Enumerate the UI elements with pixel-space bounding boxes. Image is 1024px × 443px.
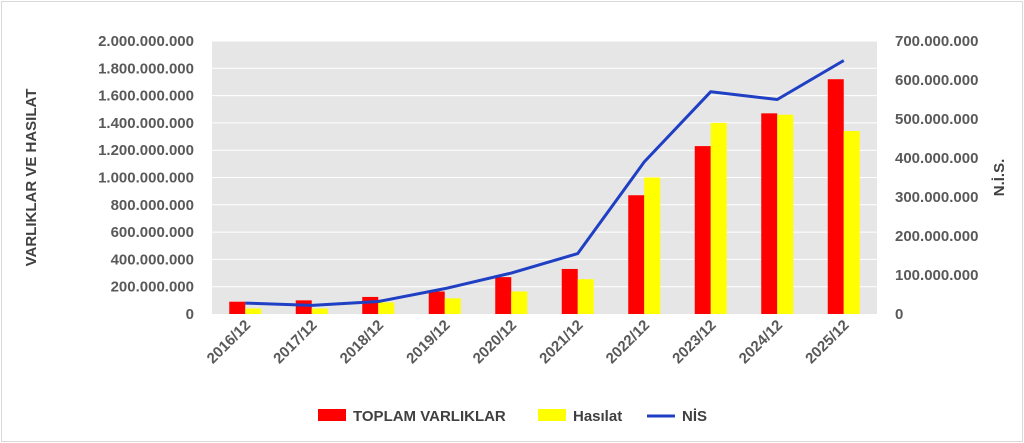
y2-tick-label: 500.000.000 — [895, 111, 978, 128]
y-tick-label: 400.000.000 — [111, 251, 194, 268]
bar-hasilat — [378, 302, 395, 314]
x-tick-label: 2025/12 — [802, 317, 852, 367]
y-axis-ticks: 0 200.000.000 400.000.000 600.000.000 800.00… — [98, 33, 194, 323]
bar-toplam-varliklar — [495, 277, 512, 314]
y2-axis-title: N.İ.S. — [991, 159, 1008, 197]
y-tick-label: 2.000.000.000 — [98, 33, 194, 50]
x-tick-label: 2016/12 — [204, 317, 254, 367]
x-tick-label: 2018/12 — [337, 317, 387, 367]
nis-line-layer — [245, 59, 845, 307]
y2-tick-label: 600.000.000 — [895, 72, 978, 89]
bar-toplam-varliklar — [827, 79, 844, 314]
y-tick-label: 1.600.000.000 — [98, 88, 194, 105]
x-tick-label: 2019/12 — [403, 317, 453, 367]
bar-hasilat — [644, 177, 661, 314]
x-tick-label: 2022/12 — [603, 317, 653, 367]
legend-label-nis: NİS — [682, 408, 707, 425]
y2-tick-label: 700.000.000 — [895, 33, 978, 50]
bar-hasilat — [777, 114, 794, 315]
bar-toplam-varliklar — [295, 300, 312, 314]
y-tick-label: 1.000.000.000 — [98, 170, 194, 187]
bar-toplam-varliklar — [229, 301, 246, 314]
y-tick-label: 1.200.000.000 — [98, 142, 194, 159]
bar-toplam-varliklar — [761, 113, 778, 314]
bar-toplam-varliklar — [362, 296, 379, 314]
legend-label-toplam-varliklar: TOPLAM VARLIKLAR — [353, 408, 506, 425]
bar-toplam-varliklar — [428, 291, 445, 314]
x-tick-label: 2024/12 — [736, 317, 786, 367]
bar-hasilat — [511, 291, 528, 314]
bars — [229, 79, 860, 315]
y2-tick-label: 200.000.000 — [895, 228, 978, 245]
legend-label-hasilat: Hasılat — [573, 408, 622, 425]
y2-tick-label: 0 — [895, 306, 903, 323]
bar-hasilat — [311, 308, 328, 314]
bar-hasilat — [710, 122, 727, 315]
legend: TOPLAM VARLIKLAR Hasılat NİS — [318, 408, 707, 425]
y-tick-label: 800.000.000 — [111, 197, 194, 214]
y-tick-label: 600.000.000 — [111, 224, 194, 241]
y2-tick-label: 400.000.000 — [895, 150, 978, 167]
y-tick-label: 0 — [186, 306, 194, 323]
x-tick-label: 2020/12 — [470, 317, 520, 367]
bar-toplam-varliklar — [628, 195, 645, 314]
bar-hasilat — [245, 308, 262, 314]
y-tick-label: 1.800.000.000 — [98, 60, 194, 77]
legend-swatch-toplam-varliklar — [318, 409, 346, 421]
x-tick-label: 2017/12 — [270, 317, 320, 367]
y2-axis-ticks: 0 100.000.000 200.000.000 300.000.000 400.00… — [895, 33, 978, 323]
bar-hasilat — [843, 131, 860, 314]
y-tick-label: 200.000.000 — [111, 279, 194, 296]
y2-tick-label: 100.000.000 — [895, 267, 978, 284]
x-tick-label: 2023/12 — [669, 317, 719, 367]
bar-toplam-varliklar — [561, 268, 578, 314]
y2-tick-label: 300.000.000 — [895, 189, 978, 206]
x-tick-label: 2021/12 — [536, 317, 586, 367]
bar-hasilat — [444, 298, 461, 314]
nis-line — [245, 59, 845, 307]
y-tick-label: 1.400.000.000 — [98, 115, 194, 132]
bar-toplam-varliklar — [694, 146, 711, 314]
y-axis-title: VARLIKLAR VE HASILAT — [23, 89, 40, 267]
legend-swatch-hasilat — [538, 409, 566, 421]
x-axis-ticks: 2016/12 2017/12 2018/12 2019/12 2020/12 2021/… — [204, 317, 853, 367]
bar-hasilat — [577, 279, 594, 314]
